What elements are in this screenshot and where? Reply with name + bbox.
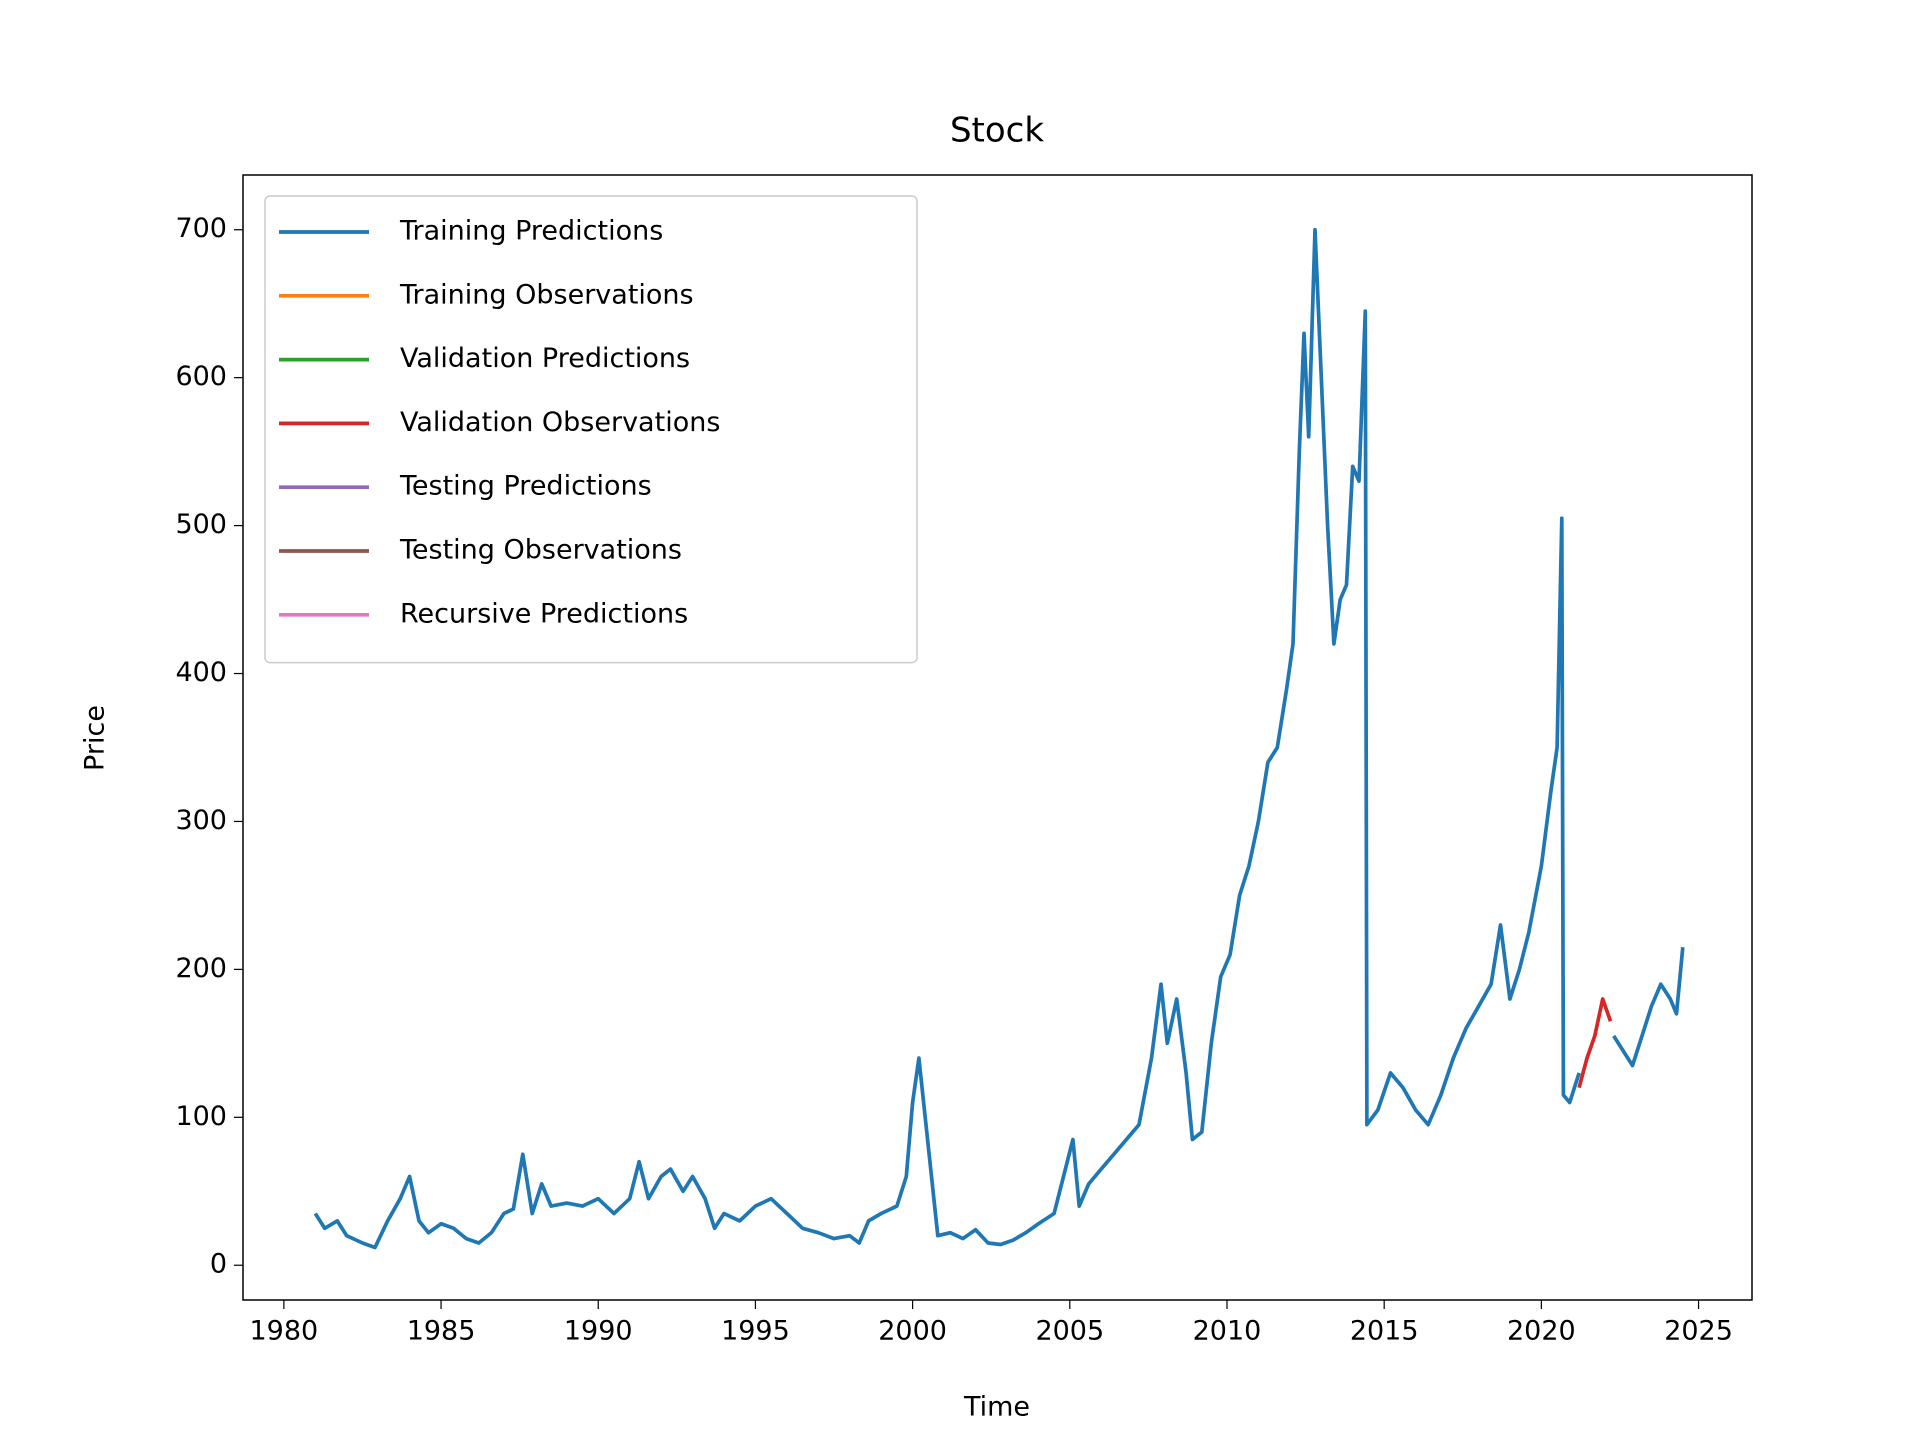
- y-tick-label: 400: [175, 657, 227, 688]
- x-tick-label: 2025: [1664, 1316, 1733, 1347]
- x-tick-label: 1985: [407, 1316, 476, 1347]
- x-tick-label: 1980: [250, 1316, 319, 1347]
- y-tick-label: 700: [175, 213, 227, 244]
- y-tick-label: 100: [175, 1101, 227, 1132]
- chart-title: Stock: [950, 111, 1044, 151]
- legend-label: Testing Observations: [399, 535, 682, 566]
- legend-box: [264, 195, 918, 664]
- legend-label: Validation Predictions: [400, 343, 690, 374]
- x-tick-label: 2005: [1035, 1316, 1104, 1347]
- y-tick-label: 300: [175, 805, 227, 836]
- plot-frame: [242, 174, 1753, 1301]
- x-tick-label: 2010: [1193, 1316, 1262, 1347]
- x-tick-label: 2020: [1507, 1316, 1576, 1347]
- x-axis-label: Time: [963, 1392, 1030, 1423]
- x-tick-label: 2000: [878, 1316, 947, 1347]
- y-tick-label: 200: [175, 953, 227, 984]
- y-tick-label: 500: [175, 509, 227, 540]
- y-tick-label: 600: [175, 361, 227, 392]
- x-tick-label: 1990: [564, 1316, 633, 1347]
- legend-label: Training Predictions: [399, 216, 663, 247]
- x-tick-label: 2015: [1350, 1316, 1419, 1347]
- legend-label: Recursive Predictions: [400, 598, 688, 629]
- series-line: [1577, 997, 1613, 1089]
- y-axis-label: Price: [80, 705, 111, 771]
- legend-label: Training Observations: [399, 279, 694, 310]
- y-tick-label: 0: [210, 1249, 227, 1280]
- legend-label: Testing Predictions: [399, 471, 652, 502]
- legend-label: Validation Observations: [400, 407, 720, 438]
- x-tick-label: 1995: [721, 1316, 790, 1347]
- series-line: [313, 227, 1685, 1250]
